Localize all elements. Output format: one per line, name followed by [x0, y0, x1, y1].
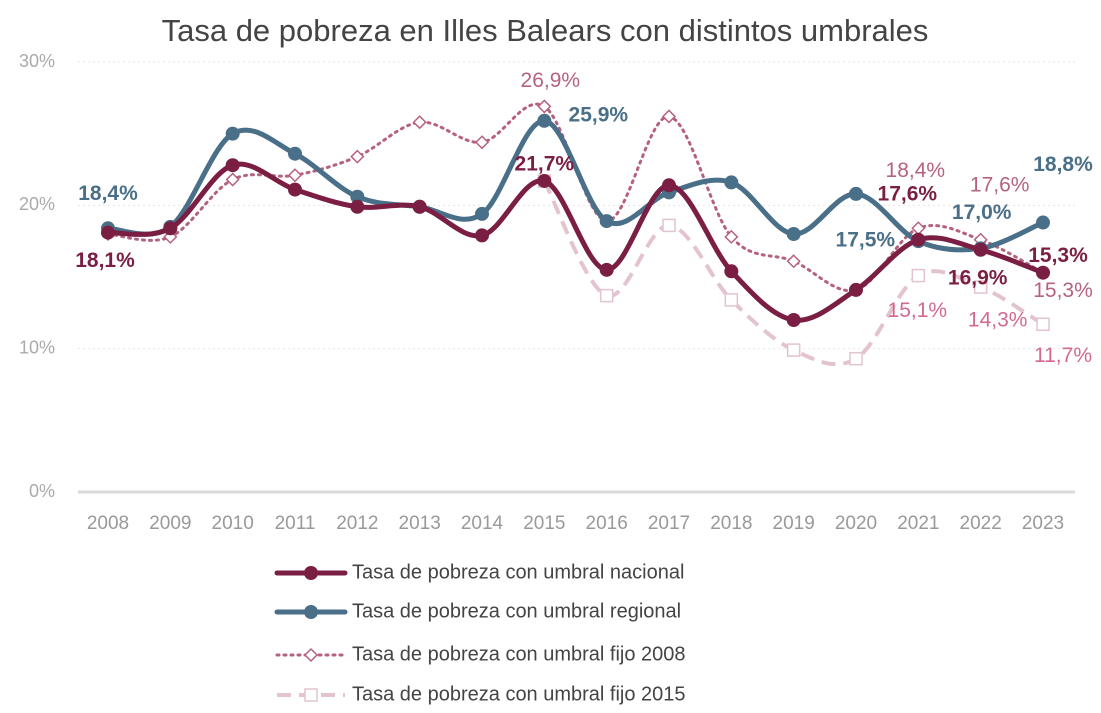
- x-tick-label: 2016: [586, 513, 628, 534]
- series-line: [542, 180, 1045, 367]
- chart-title: Tasa de pobreza en Illes Balears con dis…: [162, 13, 929, 48]
- data-point: [661, 109, 677, 124]
- data-label: 18,4%: [78, 182, 138, 205]
- legend-marker: [304, 688, 318, 702]
- data-label: 15,1%: [888, 299, 948, 322]
- data-point: [537, 113, 552, 128]
- x-tick-label: 2018: [710, 513, 752, 534]
- series-line: [105, 118, 1046, 253]
- data-point: [786, 313, 801, 327]
- y-tick-label: 20%: [19, 194, 55, 214]
- data-point: [537, 99, 552, 114]
- data-label: 15,3%: [1028, 244, 1088, 267]
- data-point: [849, 186, 863, 201]
- legend-label: Tasa de pobreza con umbral fijo 2008: [352, 643, 686, 665]
- data-point: [412, 115, 427, 130]
- y-tick-label: 30%: [19, 51, 55, 71]
- series-line: [105, 161, 1046, 323]
- x-tick-label: 2022: [960, 513, 1002, 534]
- x-tick-label: 2010: [212, 513, 254, 534]
- data-point: [101, 225, 115, 240]
- data-label: 11,7%: [1034, 344, 1092, 367]
- data-point: [724, 264, 739, 279]
- data-point: [350, 199, 365, 214]
- x-tick-label: 2021: [897, 513, 939, 534]
- data-label: 17,0%: [952, 201, 1012, 224]
- x-tick-label: 2008: [87, 513, 129, 534]
- x-tick-label: 2009: [149, 513, 191, 534]
- data-point: [225, 172, 240, 187]
- data-point: [911, 232, 926, 247]
- data-point: [724, 229, 739, 244]
- data-point: [786, 254, 801, 269]
- x-tick-label: 2020: [835, 513, 877, 534]
- data-point: [786, 343, 801, 357]
- x-tick-label: 2011: [275, 513, 316, 534]
- legend-label: Tasa de pobreza con umbral nacional: [352, 561, 684, 583]
- data-point: [537, 173, 552, 188]
- data-label: 18,4%: [886, 159, 946, 182]
- data-point: [911, 268, 926, 283]
- data-point: [599, 288, 614, 303]
- data-point: [1036, 317, 1050, 332]
- data-label: 14,3%: [968, 309, 1028, 332]
- data-label: 17,6%: [878, 182, 938, 205]
- data-label: 16,9%: [948, 266, 1008, 289]
- legend-label: Tasa de pobreza con umbral fijo 2015: [352, 683, 686, 705]
- data-point: [724, 175, 739, 190]
- data-point: [474, 135, 490, 150]
- y-tick-label: 0%: [29, 481, 55, 501]
- data-point: [350, 149, 365, 164]
- legend-label: Tasa de pobreza con umbral regional: [352, 600, 681, 622]
- data-label: 17,5%: [836, 229, 896, 252]
- data-point: [1036, 265, 1050, 280]
- x-tick-label: 2019: [773, 513, 815, 534]
- data-label: 17,6%: [970, 173, 1030, 196]
- data-point: [163, 221, 178, 236]
- x-tick-label: 2017: [648, 513, 690, 534]
- data-point: [599, 262, 614, 277]
- data-point: [225, 158, 240, 173]
- data-point: [662, 218, 676, 233]
- x-tick-label: 2013: [399, 513, 441, 534]
- legend-marker: [304, 566, 318, 580]
- data-point: [287, 168, 303, 183]
- data-point: [786, 227, 801, 241]
- data-label: 18,8%: [1033, 153, 1093, 176]
- data-point: [849, 351, 863, 366]
- data-point: [849, 282, 863, 297]
- data-point: [412, 199, 427, 214]
- data-point: [911, 221, 926, 236]
- data-label: 25,9%: [569, 103, 629, 126]
- legend-marker: [304, 605, 318, 619]
- x-tick-label: 2012: [336, 513, 378, 534]
- x-tick-label: 2023: [1022, 513, 1064, 534]
- data-point: [724, 293, 739, 307]
- data-point: [475, 206, 489, 221]
- data-point: [973, 280, 988, 294]
- x-tick-label: 2014: [461, 513, 504, 534]
- data-point: [350, 189, 365, 204]
- data-point: [662, 178, 676, 193]
- data-label: 26,9%: [521, 69, 581, 92]
- data-point: [288, 182, 302, 197]
- data-point: [288, 146, 302, 161]
- x-tick-label: 2015: [523, 513, 565, 534]
- data-point: [599, 214, 614, 229]
- data-label: 15,3%: [1033, 279, 1093, 302]
- data-point: [1036, 215, 1050, 230]
- y-tick-label: 10%: [19, 337, 55, 357]
- data-point: [475, 228, 489, 243]
- data-point: [973, 242, 988, 257]
- data-point: [225, 126, 240, 141]
- data-label: 18,1%: [75, 249, 135, 272]
- legend-marker: [303, 647, 319, 663]
- data-label: 21,7%: [515, 153, 575, 176]
